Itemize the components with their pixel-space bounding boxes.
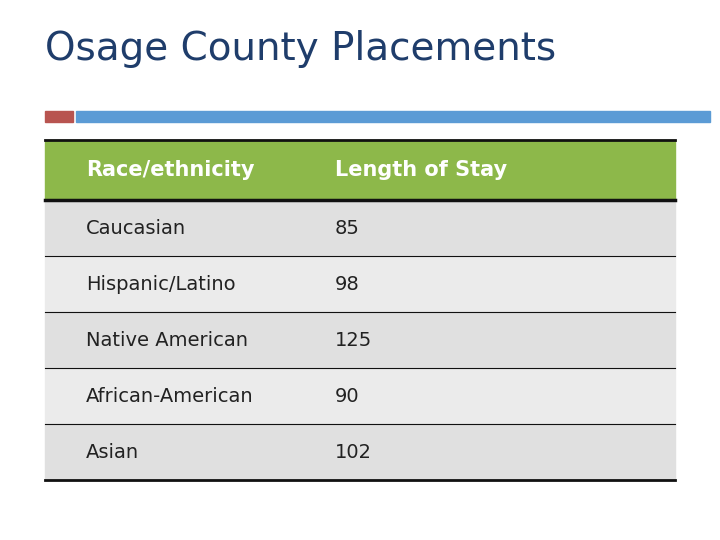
- Text: 125: 125: [335, 330, 372, 349]
- Text: 85: 85: [335, 219, 360, 238]
- Text: Hispanic/Latino: Hispanic/Latino: [86, 274, 235, 294]
- Bar: [45, 368, 675, 424]
- Bar: [45, 256, 675, 312]
- Bar: [45, 424, 675, 480]
- Text: Osage County Placements: Osage County Placements: [45, 30, 556, 68]
- Text: Race/ethnicity: Race/ethnicity: [86, 160, 254, 180]
- Text: 98: 98: [335, 274, 359, 294]
- Text: African-American: African-American: [86, 387, 253, 406]
- Text: Length of Stay: Length of Stay: [335, 160, 507, 180]
- Bar: [45, 200, 675, 256]
- Text: 102: 102: [335, 442, 372, 462]
- Text: 90: 90: [335, 387, 359, 406]
- Text: Native American: Native American: [86, 330, 248, 349]
- Bar: [45, 140, 675, 200]
- Bar: [45, 111, 73, 122]
- Text: Asian: Asian: [86, 442, 139, 462]
- Text: Caucasian: Caucasian: [86, 219, 186, 238]
- Bar: [76, 111, 710, 122]
- Bar: [45, 312, 675, 368]
